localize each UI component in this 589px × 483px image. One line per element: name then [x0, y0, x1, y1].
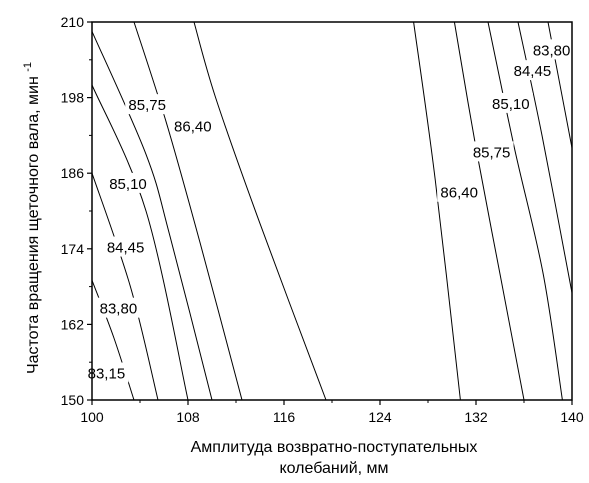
contour-line-right-84-45: [517, 21, 573, 293]
contour-label-background: [469, 141, 514, 162]
contour-line-left-83-80: [91, 173, 159, 401]
contour-label-background: [84, 362, 129, 383]
x-axis-title: Амплитуда возвратно-поступательных колеб…: [191, 439, 478, 477]
contour-labels: 85,75 86,40 85,10 84,45 83,80 83,15 83,80 84,45…: [84, 39, 574, 383]
svg-text:Частота вращения щеточного вал: Частота вращения щеточного вала, мин -1: [22, 62, 42, 374]
contour-line-right-86-40: [413, 21, 461, 401]
y-tick-label: 174: [61, 241, 85, 257]
y-axis-ticks: 150 162 174 186 198 210: [61, 14, 92, 408]
y-axis-title: Частота вращения щеточного вала, мин -1: [22, 62, 42, 374]
contour-line-left-84-45: [91, 84, 189, 401]
contour-label-background: [488, 92, 533, 113]
x-tick-label: 124: [368, 409, 392, 425]
contour-lines: [91, 21, 573, 401]
y-tick-label: 210: [61, 14, 85, 30]
contour-label-background: [437, 181, 482, 202]
contour-label-text: 84,45: [514, 63, 552, 80]
contour-label-text: 83,80: [533, 42, 571, 59]
contour-line-left-86-40: [193, 21, 327, 401]
contour-label-text: 86,40: [174, 119, 212, 136]
x-tick-label: 132: [464, 409, 488, 425]
contour-label: 85,75: [469, 141, 514, 162]
contour-label: 85,75: [125, 94, 170, 115]
contour-line-left-83-15: [91, 280, 135, 401]
contour-label-text: 85,75: [128, 97, 166, 114]
contour-label: 86,40: [437, 181, 482, 202]
contour-line-right-85-10: [487, 21, 563, 401]
contour-label-background: [170, 115, 215, 136]
contour-label: 83,80: [529, 39, 574, 60]
y-tick-label: 162: [61, 316, 85, 332]
contour-label-background: [96, 297, 141, 318]
x-tick-label: 140: [560, 409, 584, 425]
contour-line-left-85-10: [91, 31, 213, 401]
contour-line-left-85-75: [133, 21, 243, 401]
contour-label-text: 84,45: [107, 240, 145, 257]
contour-label-background: [106, 172, 150, 193]
contour-line-right-85-75: [453, 21, 525, 401]
contour-label: 86,40: [170, 115, 215, 136]
y-tick-label: 186: [61, 165, 85, 181]
contour-label-text: 86,40: [440, 185, 478, 202]
contour-label-text: 83,15: [88, 366, 126, 383]
y-axis-title-text: Частота вращения щеточного вала, мин: [25, 76, 42, 374]
x-axis-title-line-1: Амплитуда возвратно-поступательных: [191, 439, 478, 456]
contour-label: 84,45: [103, 236, 148, 257]
x-axis-ticks: 100 108 116 124 132 140: [80, 400, 584, 425]
contour-label: 85,10: [488, 92, 533, 113]
contour-label: 85,10: [106, 172, 150, 193]
y-axis-title-superscript: -1: [22, 62, 34, 72]
contour-label: 83,15: [84, 362, 129, 383]
x-tick-label: 108: [176, 409, 200, 425]
x-axis-title-line-2: колебаний, мм: [279, 460, 388, 477]
contour-label: 83,80: [96, 297, 141, 318]
contour-label-text: 85,75: [473, 144, 511, 161]
y-tick-label: 150: [61, 392, 85, 408]
contour-label-background: [510, 60, 555, 81]
contour-label-background: [125, 94, 170, 115]
x-tick-label: 116: [273, 409, 296, 425]
contour-label-text: 85,10: [492, 96, 530, 113]
contour-label-background: [103, 236, 148, 257]
contour-label-background: [529, 39, 574, 60]
contour-label-text: 85,10: [109, 176, 147, 193]
contour-label: 84,45: [510, 60, 555, 81]
x-tick-label: 100: [80, 409, 104, 425]
y-tick-label: 198: [61, 90, 85, 106]
contour-label-text: 83,80: [100, 301, 138, 318]
